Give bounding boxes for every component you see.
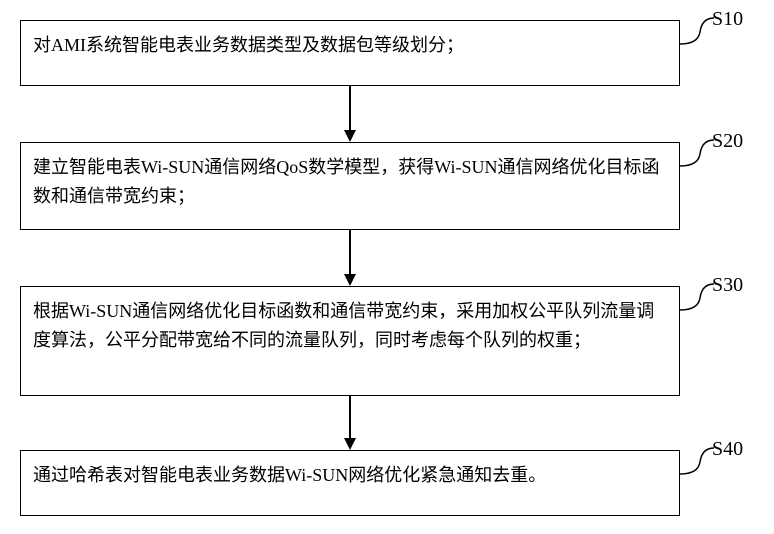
flow-step-s30: 根据Wi-SUN通信网络优化目标函数和通信带宽约束，采用加权公平队列流量调度算法… xyxy=(20,286,680,396)
flow-step-s40: 通过哈希表对智能电表业务数据Wi-SUN网络优化紧急通知去重。 xyxy=(20,450,680,516)
step-label-s10: S10 xyxy=(712,8,743,31)
arrow-icon xyxy=(340,86,360,142)
flow-step-text: 建立智能电表Wi-SUN通信网络QoS数学模型，获得Wi-SUN通信网络优化目标… xyxy=(33,153,667,211)
hook-connector-icon xyxy=(680,14,716,54)
step-label-s40: S40 xyxy=(712,438,743,461)
flow-step-s20: 建立智能电表Wi-SUN通信网络QoS数学模型，获得Wi-SUN通信网络优化目标… xyxy=(20,142,680,230)
hook-connector-icon xyxy=(680,444,716,484)
arrow-icon xyxy=(340,230,360,286)
step-label-s20: S20 xyxy=(712,130,743,153)
hook-connector-icon xyxy=(680,280,716,320)
arrow-icon xyxy=(340,396,360,450)
flow-step-text: 根据Wi-SUN通信网络优化目标函数和通信带宽约束，采用加权公平队列流量调度算法… xyxy=(33,297,667,355)
hook-connector-icon xyxy=(680,136,716,176)
flow-step-text: 对AMI系统智能电表业务数据类型及数据包等级划分； xyxy=(33,31,464,60)
step-label-s30: S30 xyxy=(712,274,743,297)
flow-step-s10: 对AMI系统智能电表业务数据类型及数据包等级划分； xyxy=(20,20,680,86)
flow-step-text: 通过哈希表对智能电表业务数据Wi-SUN网络优化紧急通知去重。 xyxy=(33,461,546,490)
